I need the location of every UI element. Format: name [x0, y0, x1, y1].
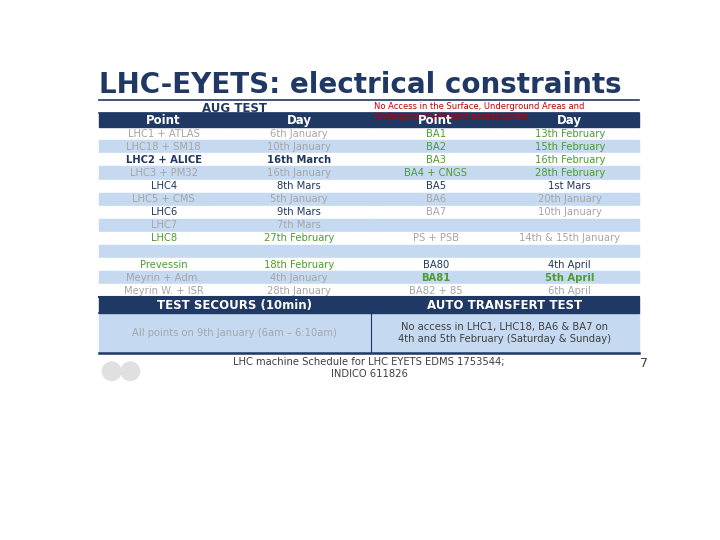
Text: 16th February: 16th February	[534, 155, 605, 165]
Text: 16th March: 16th March	[267, 155, 331, 165]
Bar	[99, 206, 371, 219]
Bar	[99, 179, 371, 193]
Bar	[99, 127, 371, 140]
Text: LHC2 + ALICE: LHC2 + ALICE	[125, 155, 202, 165]
Text: 28th February: 28th February	[534, 168, 605, 178]
Text: BA82 + 85: BA82 + 85	[409, 286, 462, 296]
Text: LHC machine Schedule for LHC EYETS EDMS 1753544;
INDICO 611826: LHC machine Schedule for LHC EYETS EDMS …	[233, 357, 505, 379]
Bar	[99, 232, 371, 245]
Text: BA7: BA7	[426, 207, 446, 217]
Text: 20th January: 20th January	[538, 194, 602, 204]
Text: 4th January: 4th January	[271, 273, 328, 283]
Text: 15th February: 15th February	[534, 142, 605, 152]
Bar	[99, 284, 371, 298]
Bar	[99, 258, 371, 271]
Text: LHC1 + ATLAS: LHC1 + ATLAS	[127, 129, 199, 139]
Text: 7th Mars: 7th Mars	[277, 220, 321, 231]
Text: 5th April: 5th April	[545, 273, 595, 283]
Bar	[371, 258, 639, 271]
Bar	[371, 219, 639, 232]
Text: 10th January: 10th January	[267, 142, 331, 152]
Text: BA2: BA2	[426, 142, 446, 152]
Text: 9th Mars: 9th Mars	[277, 207, 321, 217]
Text: LHC-EYETS: electrical constraints: LHC-EYETS: electrical constraints	[99, 71, 622, 99]
Text: BA5: BA5	[426, 181, 446, 191]
Text: BA81: BA81	[421, 273, 450, 283]
Text: LHC3 + PM32: LHC3 + PM32	[130, 168, 197, 178]
Text: BA6: BA6	[426, 194, 446, 204]
Bar	[371, 271, 639, 284]
Text: 13th February: 13th February	[534, 129, 605, 139]
Text: 27th February: 27th February	[264, 233, 334, 244]
Bar	[500, 113, 639, 127]
Bar	[371, 232, 639, 245]
Text: TEST SECOURS (10min): TEST SECOURS (10min)	[158, 299, 312, 312]
Text: 5th January: 5th January	[271, 194, 328, 204]
Text: BA1: BA1	[426, 129, 446, 139]
Text: 6th April: 6th April	[549, 286, 591, 296]
Text: LHC4: LHC4	[150, 181, 176, 191]
Text: 7: 7	[640, 357, 648, 370]
Text: Day: Day	[557, 114, 582, 127]
Text: Point: Point	[146, 114, 181, 127]
Text: AUG TEST: AUG TEST	[202, 102, 267, 115]
Bar	[99, 245, 371, 258]
Text: Meyrin + Adm.: Meyrin + Adm.	[126, 273, 201, 283]
Text: LHC7: LHC7	[150, 220, 176, 231]
Bar	[371, 153, 639, 166]
Bar	[99, 219, 371, 232]
Text: 4th April: 4th April	[549, 260, 591, 269]
Bar	[99, 298, 371, 313]
Bar	[99, 313, 371, 353]
Text: 14th & 15th January: 14th & 15th January	[519, 233, 620, 244]
Bar	[371, 193, 639, 206]
Circle shape	[121, 362, 140, 381]
Bar	[228, 113, 371, 127]
Bar	[371, 298, 639, 313]
Bar	[371, 166, 639, 179]
Text: 10th January: 10th January	[538, 207, 602, 217]
Text: LHC5 + CMS: LHC5 + CMS	[132, 194, 195, 204]
Text: PS + PSB: PS + PSB	[413, 233, 459, 244]
Bar	[99, 153, 371, 166]
Circle shape	[102, 362, 121, 381]
Bar	[371, 245, 639, 258]
Text: 18th February: 18th February	[264, 260, 334, 269]
Text: AUTO TRANSFERT TEST: AUTO TRANSFERT TEST	[427, 299, 582, 312]
Text: All points on 9th January (6am – 6:10am): All points on 9th January (6am – 6:10am)	[132, 328, 338, 338]
Text: BA3: BA3	[426, 155, 446, 165]
Text: LHC8: LHC8	[150, 233, 176, 244]
Bar	[371, 113, 500, 127]
Bar	[371, 313, 639, 353]
Bar	[371, 284, 639, 298]
Bar	[99, 166, 371, 179]
Bar	[99, 113, 228, 127]
Text: 8th Mars: 8th Mars	[277, 181, 321, 191]
Text: 28th January: 28th January	[267, 286, 331, 296]
Text: 1st Mars: 1st Mars	[549, 181, 591, 191]
Text: No access in LHC1, LHC18, BA6 & BA7 on
4th and 5th February (Saturday & Sunday): No access in LHC1, LHC18, BA6 & BA7 on 4…	[398, 322, 611, 343]
Text: LHC18 + SM18: LHC18 + SM18	[126, 142, 201, 152]
Text: 6th January: 6th January	[271, 129, 328, 139]
Bar	[371, 206, 639, 219]
Bar	[99, 140, 371, 153]
Text: 16th January: 16th January	[267, 168, 331, 178]
Bar	[371, 179, 639, 193]
Text: Day: Day	[287, 114, 312, 127]
Bar	[371, 127, 639, 140]
Bar	[99, 271, 371, 284]
Text: No Access in the Surface, Underground Areas and
Underground adjacent access poin: No Access in the Surface, Underground Ar…	[374, 102, 584, 121]
Text: Prevessin: Prevessin	[140, 260, 187, 269]
Bar	[371, 140, 639, 153]
Bar	[99, 193, 371, 206]
Text: LHC6: LHC6	[150, 207, 176, 217]
Text: BA80: BA80	[423, 260, 449, 269]
Text: Point: Point	[418, 114, 453, 127]
Text: Meyrin W. + ISR: Meyrin W. + ISR	[124, 286, 204, 296]
Text: BA4 + CNGS: BA4 + CNGS	[404, 168, 467, 178]
